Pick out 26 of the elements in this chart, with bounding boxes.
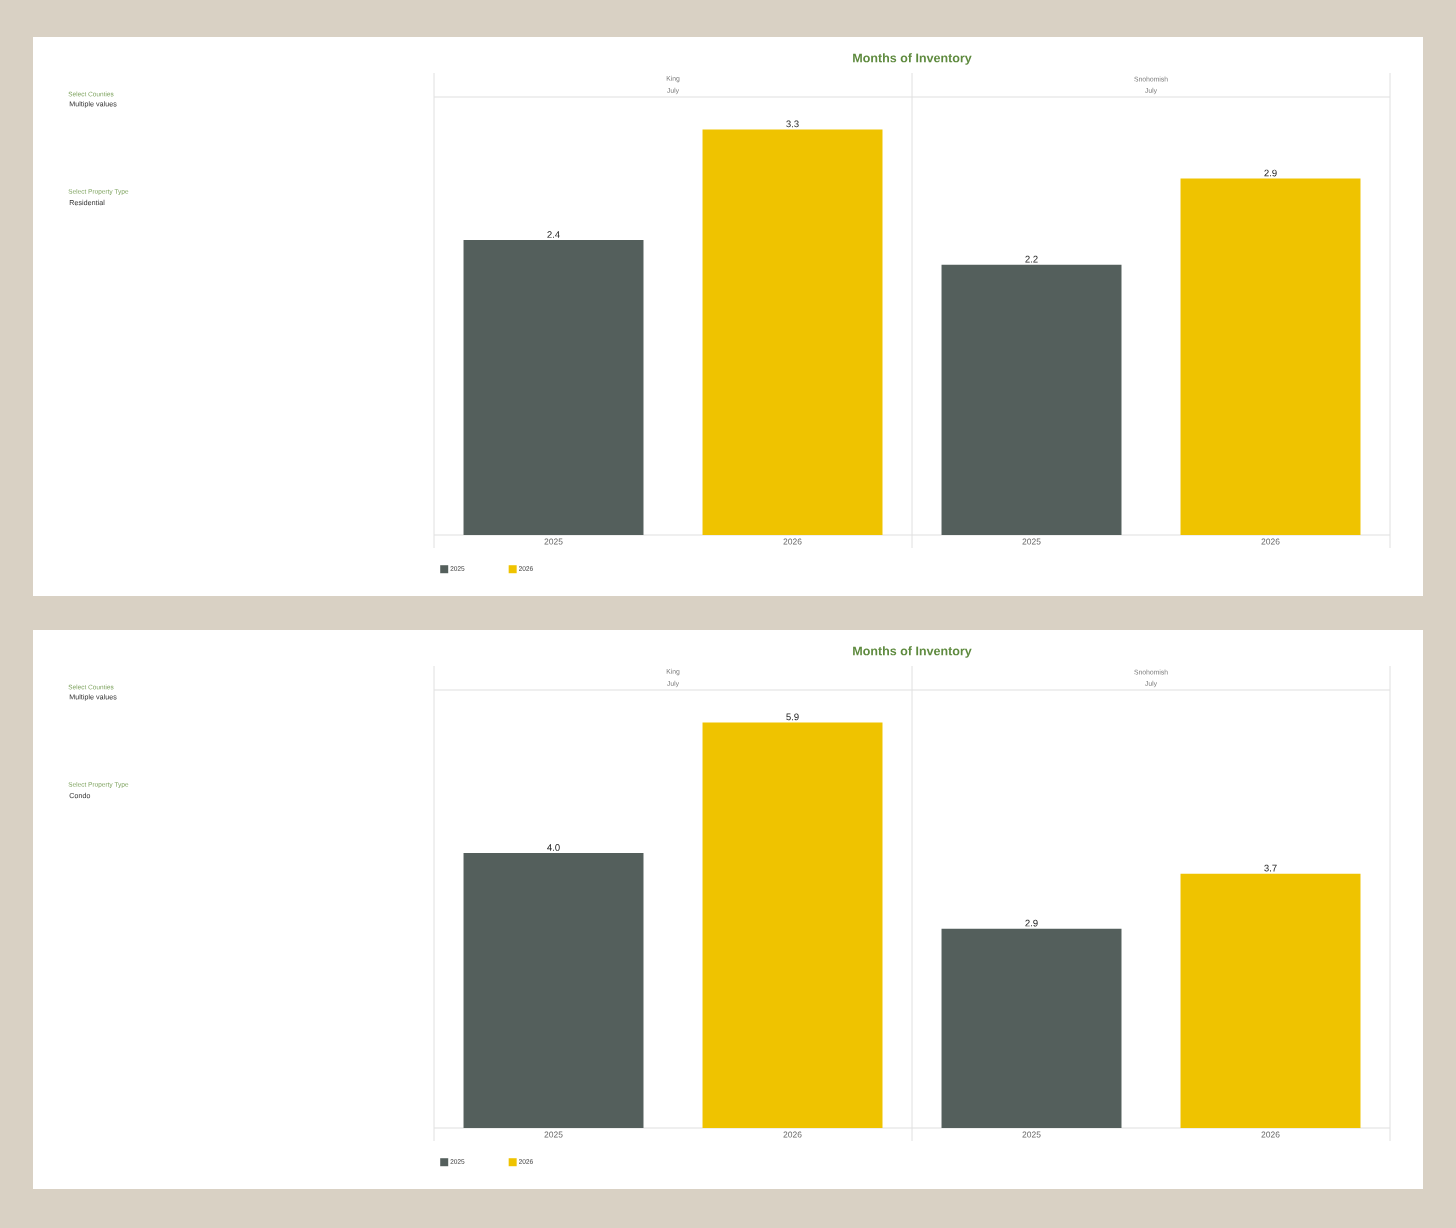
x-tick-label: 2025 <box>1022 538 1041 545</box>
data-label: 2.4 <box>547 231 560 238</box>
x-tick-label: 2025 <box>544 538 563 545</box>
data-label: 2.9 <box>1264 169 1277 177</box>
data-label: 5.9 <box>786 713 799 721</box>
data-label: 2.2 <box>1025 255 1038 263</box>
chart-title: Months of Inventory <box>853 646 972 658</box>
x-tick-label: 2025 <box>544 1131 563 1138</box>
data-label: 3.3 <box>786 120 799 128</box>
bar <box>463 853 644 1128</box>
bar <box>702 722 883 1128</box>
bar <box>941 264 1122 535</box>
x-tick-label: 2026 <box>783 538 802 545</box>
data-label: 2.9 <box>1025 919 1038 927</box>
bar <box>1180 178 1361 535</box>
bar <box>702 129 883 535</box>
bar <box>463 240 644 535</box>
x-tick-label: 2026 <box>783 1131 802 1138</box>
chart-title: Months of Inventory <box>853 53 972 65</box>
bar <box>1180 873 1361 1128</box>
data-label: 4.0 <box>547 844 560 851</box>
bar <box>941 928 1122 1128</box>
x-tick-label: 2026 <box>1261 1131 1280 1138</box>
data-label: 3.7 <box>1264 864 1277 872</box>
x-tick-label: 2025 <box>1022 1131 1041 1138</box>
x-tick-label: 2026 <box>1261 538 1280 545</box>
